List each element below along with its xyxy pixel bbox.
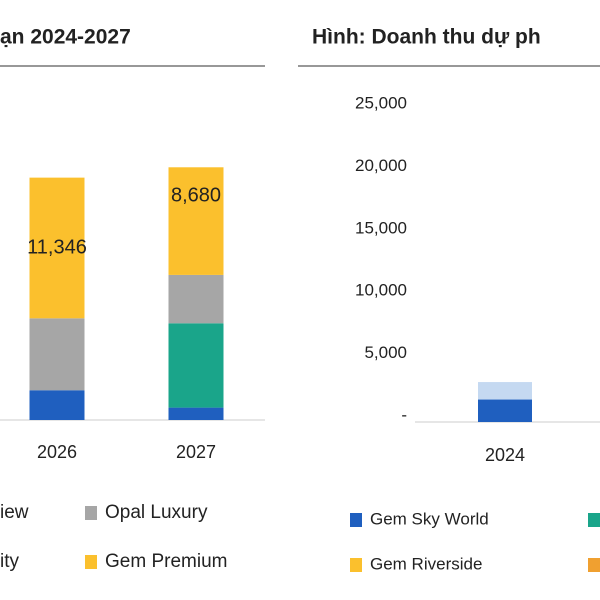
- bar-segment: [168, 167, 224, 275]
- data-label: 11,346: [27, 236, 87, 258]
- bar-segment: [29, 318, 85, 391]
- x-tick-label: 2026: [37, 442, 77, 462]
- legend-swatch: [588, 513, 600, 527]
- legend-label: Gem Riverside: [370, 554, 482, 573]
- y-tick-label: 15,000: [355, 218, 407, 237]
- x-tick-label: 2027: [176, 442, 216, 462]
- legend-label: ity: [0, 551, 20, 572]
- legend-swatch: [588, 558, 600, 572]
- bar-segment: [29, 177, 85, 319]
- y-tick-label: 10,000: [355, 281, 407, 300]
- legend-label: Gem Premium: [105, 551, 227, 572]
- y-tick-label: 5,000: [364, 343, 407, 362]
- chart-title: Hình: Doanh thu dự ph: [312, 26, 541, 49]
- legend-label: iew: [0, 502, 29, 523]
- bar-segment: [168, 274, 224, 324]
- legend-swatch: [350, 513, 362, 527]
- data-label: 8,680: [171, 184, 221, 206]
- bar-segment: [168, 407, 224, 420]
- legend-label: Gem Sky World: [370, 509, 489, 528]
- legend-swatch: [85, 506, 97, 520]
- y-tick-label: 20,000: [355, 156, 407, 175]
- bar-segment: [478, 382, 532, 400]
- legend-swatch: [350, 558, 362, 572]
- bar-segment: [478, 399, 532, 422]
- x-tick-label: 2024: [485, 445, 525, 465]
- y-tick-label: -: [401, 405, 407, 424]
- y-tick-label: 25,000: [355, 93, 407, 112]
- chart-title: ạn 2024-2027: [0, 26, 131, 49]
- bar-segment: [168, 323, 224, 408]
- legend-swatch: [85, 555, 97, 569]
- legend-label: Opal Luxury: [105, 502, 208, 523]
- bar-segment: [29, 390, 85, 420]
